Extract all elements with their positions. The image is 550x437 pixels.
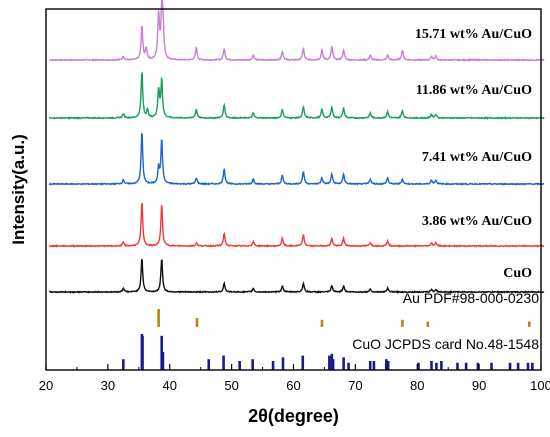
trace-label-3: 3.86 wt% Au/CuO [422, 214, 532, 229]
ref-label-0: Au PDF#98-000-0230 [403, 290, 539, 306]
x-tick-label-3: 50 [224, 378, 238, 393]
trace-line-1 [48, 71, 545, 121]
ref-label-1: CuO JCPDS card No.48-1548 [352, 336, 539, 352]
trace-group [48, 0, 545, 294]
reference-group [122, 309, 534, 370]
x-tick-label-5: 70 [348, 378, 362, 393]
trace-line-4 [48, 258, 545, 294]
trace-label-2: 7.41 wt% Au/CuO [422, 150, 532, 165]
x-tick-label-0: 20 [39, 378, 53, 393]
trace-label-4: CuO [503, 266, 532, 281]
x-tick-label-1: 30 [101, 378, 115, 393]
x-tick-label-8: 100 [530, 378, 550, 393]
y-axis-title: Intensity(a.u.) [9, 134, 28, 245]
x-tick-label-2: 40 [163, 378, 177, 393]
x-tick-label-7: 90 [472, 378, 486, 393]
trace-label-1: 11.86 wt% Au/CuO [416, 83, 532, 98]
label-group: 15.71 wt% Au/CuO 11.86 wt% Au/CuO 7.41 wt%… [352, 27, 539, 352]
axes-group: 20 30 40 50 60 70 80 90 100 2θ(degree) Intensity(a… [9, 8, 550, 426]
x-axis-title: 2θ(degree) [248, 406, 339, 426]
trace-line-3 [48, 202, 545, 248]
plot-frame [45, 8, 542, 371]
trace-label-0: 15.71 wt% Au/CuO [415, 27, 532, 42]
trace-line-2 [48, 132, 545, 186]
x-tick-label-4: 60 [286, 378, 300, 393]
x-tick-label-6: 80 [410, 378, 424, 393]
trace-line-0 [48, 0, 545, 62]
